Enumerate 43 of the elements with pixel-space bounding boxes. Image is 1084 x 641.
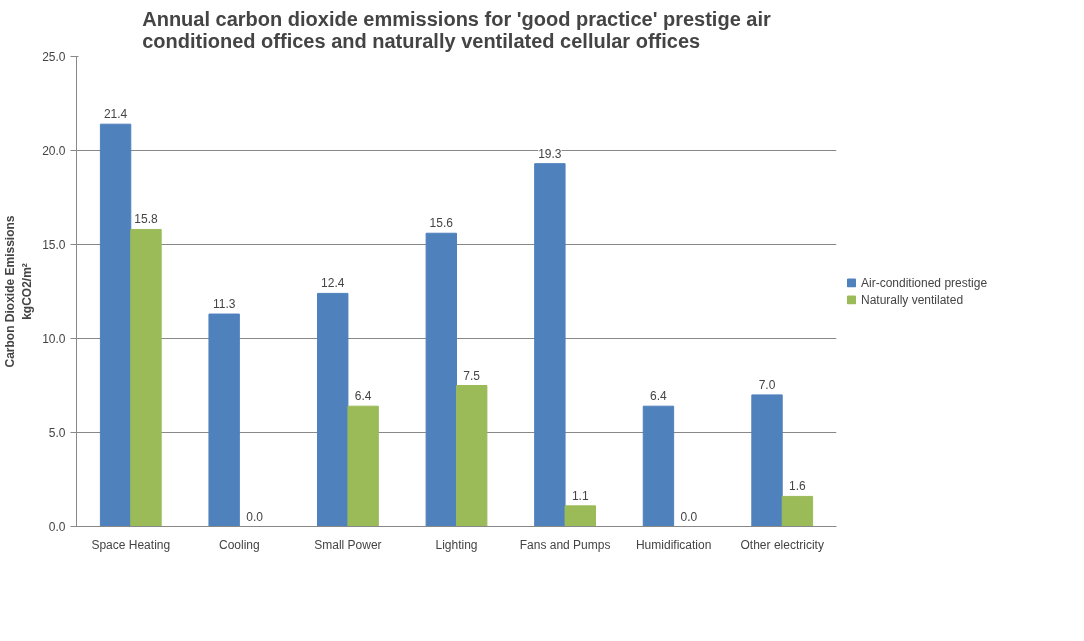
data-label: 7.5 — [463, 368, 481, 383]
y-tick-label: 0.0 — [48, 520, 66, 534]
y-tick-label: 20.0 — [42, 144, 66, 158]
data-label: 0.0 — [680, 509, 698, 524]
bar — [564, 505, 596, 527]
data-label: 1.1 — [571, 488, 589, 503]
bar — [781, 495, 814, 527]
bar — [425, 232, 457, 527]
x-tick-label: Small Power — [314, 537, 382, 552]
x-tick-label: Other electricity — [740, 537, 824, 552]
x-tick-label: Humidification — [635, 537, 712, 552]
bar — [347, 405, 379, 527]
data-label: 7.0 — [758, 377, 776, 392]
legend-label: Air-conditioned prestige — [861, 275, 988, 290]
bar — [208, 313, 240, 527]
bar — [534, 163, 566, 527]
bar — [456, 385, 488, 527]
data-label: 11.3 — [212, 297, 236, 312]
bar — [642, 405, 675, 527]
data-label: 0.0 — [246, 509, 264, 524]
x-tick-label: Space Heating — [91, 537, 171, 552]
x-tick-label: Lighting — [435, 537, 478, 552]
y-tick-label: 5.0 — [48, 426, 66, 440]
y-tick-label: 15.0 — [42, 238, 66, 252]
data-label: 6.4 — [354, 389, 372, 404]
bar — [751, 394, 783, 527]
bar — [99, 123, 132, 527]
bar — [130, 228, 162, 527]
data-label: 19.3 — [538, 146, 562, 161]
y-tick-label: 10.0 — [42, 332, 66, 346]
data-label: 15.8 — [134, 212, 158, 227]
data-label: 15.6 — [429, 216, 454, 231]
x-tick-label: Cooling — [219, 537, 260, 552]
y-tick-label: 25.0 — [42, 50, 66, 64]
x-tick-label: Fans and Pumps — [519, 537, 611, 552]
y-axis-title: Carbon Dioxide Emissions kgCO2/m² — [3, 215, 35, 368]
data-label: 12.4 — [321, 276, 345, 291]
data-label: 1.6 — [789, 479, 807, 494]
data-label: 21.4 — [103, 107, 128, 122]
chart-title: Annual carbon dioxide emmissions for 'good practice' prestige air conditioned offices and naturally ventilated cellular offices — [142, 7, 771, 52]
data-label: 6.4 — [650, 389, 668, 404]
legend-label: Naturally ventilated — [861, 292, 964, 307]
bar — [317, 292, 349, 527]
